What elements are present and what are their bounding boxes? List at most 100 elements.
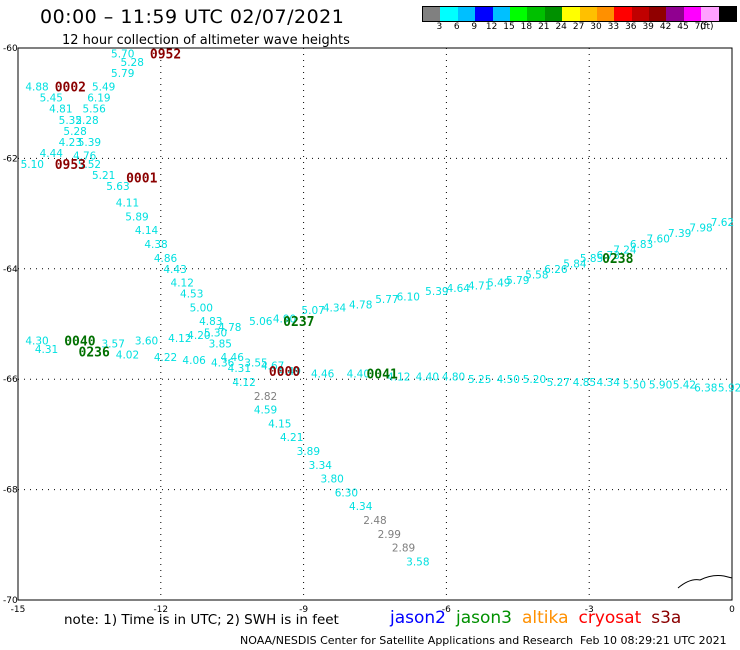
- wave-height-value: 5.45: [40, 93, 63, 105]
- wave-height-value: 7.60: [647, 233, 670, 245]
- wave-height-value: 4.64: [447, 283, 471, 295]
- footer-credit: NOAA/NESDIS Center for Satellite Applica…: [240, 634, 574, 647]
- legend-swatch-8: [562, 7, 580, 21]
- x-tick-label: -6: [442, 605, 451, 615]
- wave-height-value: 5.56: [82, 104, 106, 116]
- pass-time-label: 0041: [366, 368, 397, 383]
- color-scale-legend: [422, 6, 738, 22]
- map-axis-ticks: -15 -12 -9 -6 -3 0 -60 -62 -64 -66 -68 -70: [3, 44, 735, 615]
- wave-height-value: 3.58: [406, 556, 429, 568]
- wave-height-value: 5.25: [468, 374, 491, 386]
- wave-height-value: 5.85: [580, 253, 603, 265]
- wave-height-value: 2.48: [363, 515, 386, 527]
- footer-timestamp: Feb 10 08:29:21 UTC 2021: [580, 634, 727, 647]
- wave-height-value: 4.38: [144, 239, 167, 251]
- wave-height-value: 5.28: [121, 57, 144, 69]
- wave-height-value: 4.23: [59, 137, 82, 149]
- wave-height-value: 5.63: [106, 181, 129, 193]
- legend-swatch-6: [527, 7, 545, 21]
- wave-height-value: 4.12: [168, 333, 191, 345]
- wave-height-value: 4.44: [40, 148, 64, 160]
- wave-height-value: 4.34: [597, 377, 621, 389]
- pass-time-label: 0040: [64, 335, 95, 350]
- y-tick-label: -70: [3, 596, 18, 606]
- x-tick-label: -12: [153, 605, 168, 615]
- wave-height-value: 3.34: [309, 460, 333, 472]
- wave-height-value: 3.57: [102, 338, 125, 350]
- wave-height-value: 4.78: [349, 300, 372, 312]
- pass-time-label: 0002: [55, 81, 86, 96]
- legend-swatch-1: [440, 7, 458, 21]
- y-tick-label: -64: [3, 265, 18, 275]
- wave-height-value: 4.40: [347, 369, 370, 381]
- wave-height-value: 4.21: [280, 432, 303, 444]
- y-tick-label: -68: [3, 486, 18, 496]
- legend-swatch-15: [683, 7, 702, 21]
- wave-height-value: 4.46: [311, 369, 335, 381]
- legend-swatch-13: [649, 7, 667, 21]
- wave-height-value: 5.49: [487, 278, 510, 290]
- wave-height-value: 5.90: [649, 380, 672, 392]
- coastline-shape: [677, 575, 733, 589]
- map-grid: [18, 48, 732, 600]
- wave-height-value: 5.28: [63, 126, 86, 138]
- page-subtitle: 12 hour collection of altimeter wave hei…: [62, 33, 350, 48]
- wave-height-value: 5.39: [425, 286, 448, 298]
- satellite-altika: altika: [522, 608, 569, 628]
- legend-swatch-11: [614, 7, 632, 21]
- wave-height-value: 5.92: [718, 382, 740, 394]
- wave-height-value: 5.50: [623, 380, 646, 392]
- wave-height-value: 6.10: [397, 291, 420, 303]
- wave-height-value: 2.82: [254, 391, 277, 403]
- wave-height-value: 6.19: [87, 93, 110, 105]
- wave-height-value: 4.46: [221, 352, 245, 364]
- legend-tick-label: 70: [694, 22, 707, 32]
- wave-height-value: 4.40: [416, 371, 439, 383]
- satellite-cryosat: cryosat: [578, 608, 642, 628]
- wave-height-value: 4.34: [349, 501, 373, 513]
- satellite-s3a: s3a: [651, 608, 682, 628]
- wave-height-value: 4.12: [232, 377, 255, 389]
- wave-height-value: 5.07: [301, 305, 324, 317]
- wave-height-value: 4.20: [187, 330, 210, 342]
- wave-height-value: 6.73: [597, 250, 620, 262]
- wave-height-value: 4.78: [218, 322, 241, 334]
- wave-height-value: 4.83: [199, 316, 222, 328]
- wave-height-value: 5.21: [92, 170, 115, 182]
- legend-swatch-16: [701, 7, 719, 21]
- wave-height-value: 5.10: [21, 159, 44, 171]
- legend-swatch-2: [457, 7, 476, 21]
- wave-height-value: 4.12: [171, 278, 194, 290]
- legend-swatch-12: [631, 7, 650, 21]
- legend-swatch-17: [718, 7, 737, 21]
- wave-height-value: 5.06: [249, 316, 273, 328]
- legend-swatch-10: [596, 7, 615, 21]
- legend-tick-label: 6: [453, 22, 460, 32]
- wave-height-value: 5.77: [375, 294, 398, 306]
- wave-height-value: 4.80: [442, 371, 465, 383]
- wave-height-value: 2.99: [378, 529, 401, 541]
- wave-height-value: 5.28: [75, 115, 98, 127]
- wave-height-value: 2.89: [392, 543, 415, 555]
- pass-time-label: 0237: [283, 315, 314, 330]
- map-frame: [17, 47, 733, 601]
- color-scale-ticks: 3 6 9 12 15 18 21 24 27 30 33 36 39 42 45 70: [422, 22, 727, 34]
- color-scale-unit: (ft): [700, 22, 714, 32]
- pass-time-label: 0000: [269, 365, 300, 380]
- wave-height-value: 5.49: [92, 82, 115, 94]
- legend-swatch-5: [509, 7, 528, 21]
- wave-height-value: 5.84: [563, 258, 587, 270]
- satellite-jason2: jason2: [390, 608, 446, 628]
- wave-height-value: 4.88: [25, 82, 48, 94]
- legend-swatch-7: [544, 7, 563, 21]
- wave-height-value: 7.24: [613, 244, 637, 256]
- wave-height-value: 4.53: [180, 289, 203, 301]
- x-tick-label: 0: [729, 605, 735, 615]
- wave-height-value: 5.79: [506, 275, 529, 287]
- legend-swatch-14: [666, 7, 684, 21]
- legend-tick-label: 12: [485, 22, 498, 32]
- wave-height-value: 4.90: [273, 313, 296, 325]
- pass-time-label: 0238: [602, 252, 633, 267]
